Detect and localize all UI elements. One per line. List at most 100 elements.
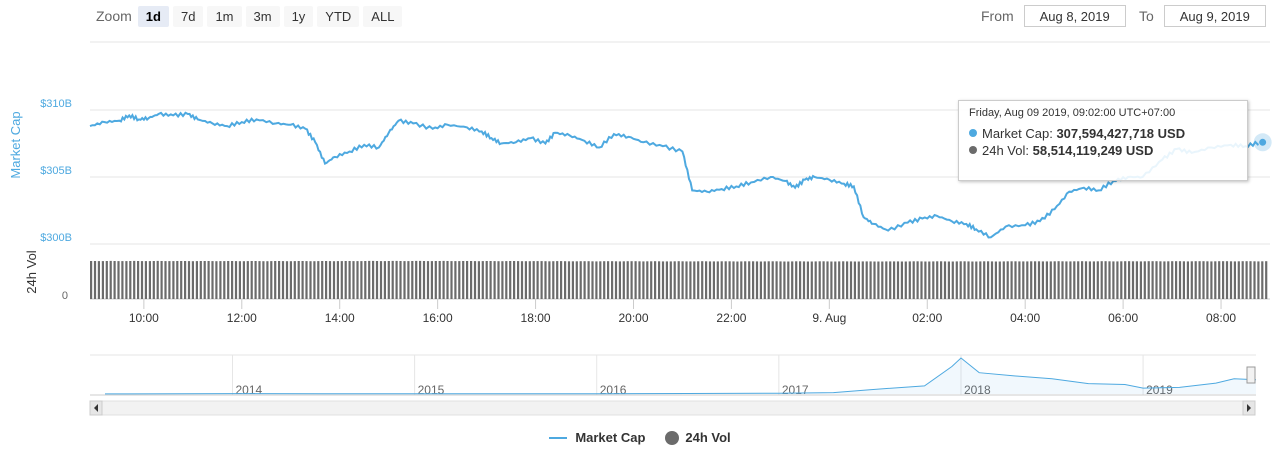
volume-bar bbox=[834, 261, 837, 299]
volume-bar bbox=[450, 261, 453, 299]
from-date-input[interactable]: Aug 8, 2019 bbox=[1023, 5, 1126, 27]
volume-bar bbox=[536, 261, 539, 299]
volume-bar bbox=[544, 261, 547, 299]
range-from: From Aug 8, 2019 bbox=[981, 4, 1126, 28]
volume-bar bbox=[1069, 261, 1072, 299]
volume-bar bbox=[681, 261, 684, 299]
volume-bar bbox=[971, 261, 974, 299]
volume-bar bbox=[669, 261, 672, 299]
volume-bar bbox=[152, 261, 155, 299]
legend-volume[interactable]: 24h Vol bbox=[665, 430, 731, 445]
y-tick-label: $310B bbox=[40, 98, 72, 110]
volume-bar bbox=[748, 261, 751, 299]
volume-bar bbox=[689, 261, 692, 299]
volume-bar bbox=[638, 261, 641, 299]
volume-bar bbox=[340, 261, 343, 299]
volume-bar bbox=[430, 261, 433, 299]
volume-bar bbox=[1041, 261, 1044, 299]
volume-bar bbox=[1014, 261, 1017, 299]
tooltip-market-cap-value: 307,594,427,718 USD bbox=[1056, 126, 1186, 141]
volume-bar bbox=[1175, 261, 1178, 299]
volume-bar bbox=[736, 261, 739, 299]
volume-bar bbox=[156, 260, 159, 299]
scroll-left-arrow-icon[interactable] bbox=[94, 404, 98, 412]
volume-bar bbox=[646, 261, 649, 299]
volume-bar bbox=[109, 260, 112, 299]
volume-bar bbox=[924, 261, 927, 299]
volume-bar bbox=[195, 261, 198, 299]
volume-bar bbox=[219, 261, 222, 299]
volume-bar bbox=[387, 261, 390, 299]
volume-bar bbox=[140, 261, 144, 299]
volume-bar bbox=[101, 261, 104, 299]
zoom-button-1m[interactable]: 1m bbox=[207, 5, 242, 27]
to-date-input[interactable]: Aug 9, 2019 bbox=[1163, 5, 1266, 27]
zoom-button-3m[interactable]: 3m bbox=[245, 5, 280, 27]
volume-bar bbox=[877, 261, 880, 299]
volume-bar bbox=[426, 261, 430, 299]
volume-bar bbox=[1073, 261, 1076, 299]
volume-bar bbox=[842, 261, 845, 299]
volume-bar bbox=[869, 261, 872, 299]
volume-bar bbox=[497, 261, 500, 299]
volume-bar bbox=[289, 261, 292, 299]
x-tick-label: 9. Aug bbox=[812, 311, 846, 325]
volume-bar bbox=[164, 261, 167, 299]
hover-halo bbox=[1253, 133, 1272, 152]
volume-bar bbox=[129, 261, 132, 299]
zoom-button-ytd[interactable]: YTD bbox=[317, 5, 360, 27]
volume-bar bbox=[446, 261, 449, 299]
zoom-button-1y[interactable]: 1y bbox=[283, 5, 314, 27]
volume-bar bbox=[501, 261, 504, 299]
volume-bar bbox=[548, 261, 551, 299]
zoom-button-7d[interactable]: 7d bbox=[172, 5, 204, 27]
volume-bar bbox=[673, 261, 676, 299]
volume-bar bbox=[442, 260, 445, 299]
legend-market-cap[interactable]: Market Cap bbox=[549, 430, 645, 445]
range-to: To Aug 9, 2019 bbox=[1139, 4, 1266, 28]
volume-bar bbox=[665, 261, 668, 299]
line-swatch-icon bbox=[549, 436, 568, 439]
volume-bar bbox=[422, 261, 426, 299]
volume-bar bbox=[1186, 261, 1189, 299]
volume-bar bbox=[618, 261, 621, 299]
volume-bar bbox=[806, 261, 809, 299]
volume-bar bbox=[947, 261, 950, 299]
volume-bar bbox=[630, 261, 633, 299]
volume-bar bbox=[1139, 261, 1142, 299]
volume-bar bbox=[1116, 261, 1119, 299]
volume-bar bbox=[712, 261, 715, 299]
volume-bar bbox=[274, 261, 277, 299]
volume-bar bbox=[873, 261, 876, 299]
volume-bar bbox=[184, 261, 187, 299]
volume-bar bbox=[395, 260, 398, 299]
volume-bar bbox=[650, 261, 653, 299]
volume-bar bbox=[528, 261, 531, 299]
volume-bar bbox=[144, 261, 147, 299]
zoom-bar: Zoom 1d 7d 1m 3m 1y YTD ALL bbox=[96, 4, 406, 28]
zoom-button-1d[interactable]: 1d bbox=[137, 5, 169, 27]
volume-bar bbox=[1124, 261, 1127, 299]
volume-bar bbox=[458, 261, 461, 299]
volume-bar bbox=[802, 261, 806, 299]
zoom-button-all[interactable]: ALL bbox=[363, 5, 403, 27]
volume-bar bbox=[963, 261, 966, 299]
scrollbar[interactable] bbox=[89, 400, 1256, 416]
y-axis-ticks: $310B $305B $300B bbox=[40, 98, 72, 244]
volume-bar bbox=[1026, 261, 1029, 299]
volume-bar bbox=[787, 261, 790, 299]
navigator-tick-label: 2019 bbox=[1146, 383, 1173, 397]
volume-bar bbox=[1096, 261, 1099, 299]
volume-bar bbox=[383, 261, 386, 299]
volume-bar bbox=[1084, 261, 1088, 299]
tooltip-market-cap-row: Market Cap: 307,594,427,718 USD bbox=[969, 125, 1237, 142]
navigator-handle[interactable] bbox=[1246, 366, 1256, 384]
tooltip-market-cap-label: Market Cap: bbox=[982, 126, 1053, 141]
volume-bar bbox=[470, 261, 473, 299]
volume-bar bbox=[567, 261, 571, 299]
volume-bar bbox=[1178, 261, 1182, 299]
volume-bar bbox=[1053, 261, 1056, 299]
scroll-right-arrow-icon[interactable] bbox=[1247, 404, 1251, 412]
volume-bar bbox=[1010, 261, 1013, 299]
volume-bar bbox=[724, 261, 727, 299]
